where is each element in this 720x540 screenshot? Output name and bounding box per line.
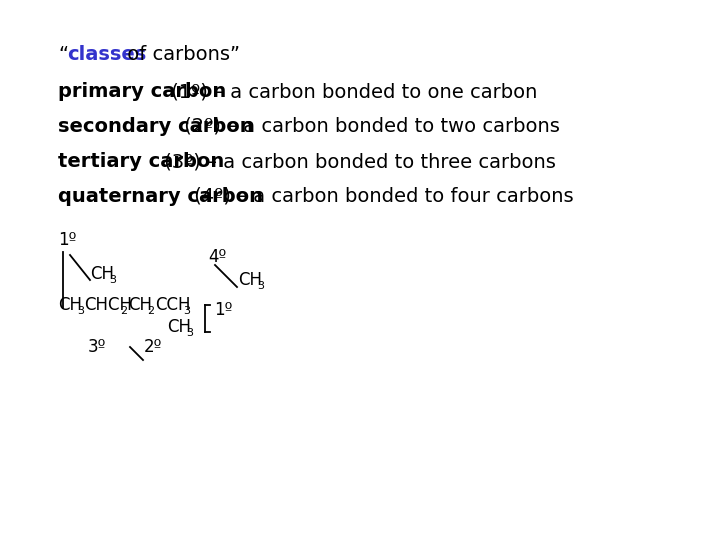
Text: CCH: CCH: [155, 296, 191, 314]
Text: CH: CH: [167, 318, 191, 336]
Text: CHCH: CHCH: [84, 296, 132, 314]
Text: CH: CH: [58, 296, 82, 314]
Text: primary carbon: primary carbon: [58, 82, 226, 101]
Text: 3º: 3º: [88, 338, 107, 356]
Text: 3: 3: [257, 281, 264, 291]
Text: CH: CH: [128, 296, 152, 314]
Text: 1º: 1º: [214, 301, 233, 319]
Text: 4º: 4º: [208, 248, 226, 266]
Text: CH: CH: [238, 271, 262, 289]
Text: (3º) – a carbon bonded to three carbons: (3º) – a carbon bonded to three carbons: [158, 152, 556, 171]
Text: 3: 3: [183, 306, 190, 316]
Text: 3: 3: [77, 306, 84, 316]
Text: tertiary carbon: tertiary carbon: [58, 152, 224, 171]
Text: (2º) – a carbon bonded to two carbons: (2º) – a carbon bonded to two carbons: [178, 117, 560, 136]
Text: of carbons”: of carbons”: [121, 45, 240, 64]
Text: CH: CH: [90, 265, 114, 283]
Text: 2º: 2º: [144, 338, 163, 356]
Text: 2: 2: [120, 306, 127, 316]
Text: classes: classes: [67, 45, 146, 64]
Text: 1º: 1º: [58, 231, 76, 249]
Text: 3: 3: [109, 275, 116, 285]
Text: secondary carbon: secondary carbon: [58, 117, 253, 136]
Text: 3: 3: [186, 328, 193, 338]
Text: quaternary carbon: quaternary carbon: [58, 187, 263, 206]
Text: “: “: [58, 45, 68, 64]
Text: 2: 2: [147, 306, 154, 316]
Text: (1º) – a carbon bonded to one carbon: (1º) – a carbon bonded to one carbon: [165, 82, 537, 101]
Text: (4º) – a carbon bonded to four carbons: (4º) – a carbon bonded to four carbons: [188, 187, 574, 206]
